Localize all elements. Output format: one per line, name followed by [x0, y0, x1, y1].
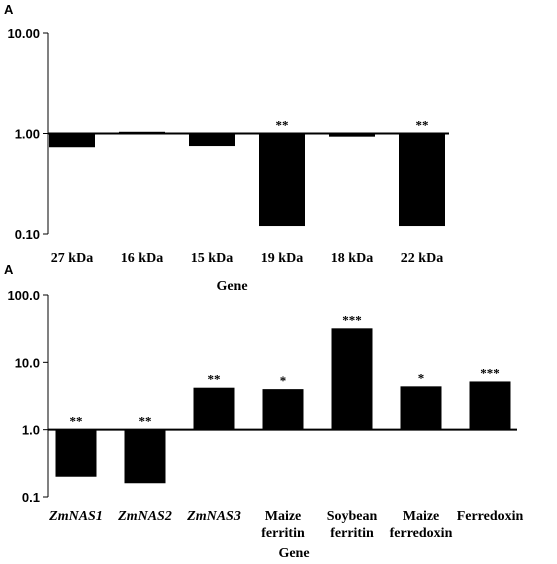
- significance-label: *: [280, 373, 287, 388]
- significance-label: ***: [480, 365, 500, 380]
- bar: [49, 133, 95, 148]
- x-axis-title: Gene: [216, 279, 247, 294]
- y-tick-label: 0.10: [15, 227, 40, 242]
- panel-letter: A: [4, 262, 14, 277]
- y-tick-label: 100.0: [7, 288, 40, 303]
- bar: [329, 133, 375, 137]
- x-tick-label: 19 kDa: [261, 251, 303, 266]
- x-tick-label: Ferredoxin: [457, 509, 524, 524]
- significance-label: **: [416, 118, 429, 133]
- x-tick-label: 16 kDa: [121, 251, 163, 266]
- bar: [55, 429, 97, 477]
- y-tick-label: 1.0: [22, 423, 40, 438]
- x-tick-label: 18 kDa: [331, 251, 373, 266]
- panel-bottom: A100.010.01.00.1**ZmNAS1**ZmNAS2**ZmNAS3…: [4, 262, 524, 561]
- y-tick-label: 10.00: [7, 26, 40, 41]
- significance-label: **: [276, 118, 289, 133]
- panel-top: A 10.00 1.00 0.10 27 kDa 16 kDa 15 kDa ** 19 kDa…: [4, 2, 449, 294]
- bar: [262, 389, 304, 430]
- bar: [189, 133, 235, 147]
- x-tick-label: 27 kDa: [51, 251, 93, 266]
- x-tick-label: ZmNAS3: [186, 509, 241, 524]
- y-tick-label: 0.1: [22, 490, 40, 505]
- x-tick-label: 22 kDa: [401, 251, 443, 266]
- x-tick-label: 15 kDa: [191, 251, 233, 266]
- x-tick-label: ZmNAS1: [48, 509, 103, 524]
- x-tick-label: Maize ferredoxin: [390, 509, 453, 541]
- significance-label: **: [208, 372, 221, 387]
- significance-label: ***: [342, 312, 362, 327]
- bar: [400, 386, 442, 430]
- bar: [399, 133, 445, 227]
- bar: [331, 328, 373, 430]
- bar: [124, 429, 166, 484]
- panel-letter: A: [4, 2, 14, 17]
- x-tick-label: Soybean ferritin: [327, 509, 378, 541]
- bar: [259, 133, 305, 227]
- significance-label: *: [418, 370, 425, 385]
- x-tick-label: ZmNAS2: [117, 509, 172, 524]
- y-tick-label: 1.00: [15, 127, 40, 142]
- y-tick-label: 10.0: [15, 355, 40, 370]
- significance-label: **: [139, 414, 152, 429]
- bar: [193, 387, 235, 430]
- x-axis-title: Gene: [278, 546, 309, 561]
- bar: [469, 381, 511, 430]
- significance-label: **: [70, 414, 83, 429]
- x-tick-label: Maize ferritin: [261, 509, 305, 541]
